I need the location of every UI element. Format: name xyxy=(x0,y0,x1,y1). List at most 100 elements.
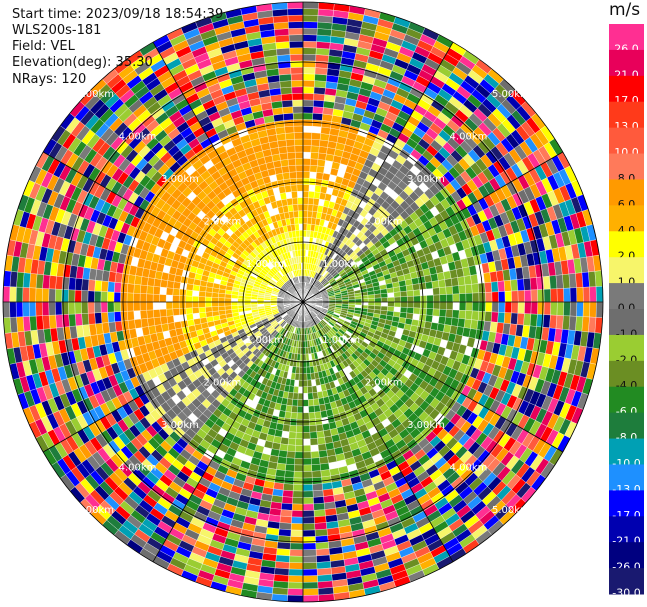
gate-cell xyxy=(465,301,473,312)
gate-cell xyxy=(41,288,50,303)
gate-cell xyxy=(394,296,401,303)
gate-cell xyxy=(316,165,325,174)
gate-cell xyxy=(291,503,304,511)
gate-cell xyxy=(198,296,206,303)
gate-cell xyxy=(211,292,219,298)
gate-cell xyxy=(291,510,304,518)
gate-cell xyxy=(302,347,306,355)
gate-cell xyxy=(472,292,480,303)
gate-cell xyxy=(291,399,299,407)
gate-cell xyxy=(463,275,472,286)
gate-cell xyxy=(471,283,480,294)
gate-cell xyxy=(543,301,551,316)
gate-cell xyxy=(485,291,493,303)
gate-cell xyxy=(319,139,329,148)
gate-cell xyxy=(510,279,519,292)
gate-cell xyxy=(504,290,512,303)
gate-cell xyxy=(297,406,304,414)
gate-cell xyxy=(81,290,89,303)
gate-cell xyxy=(288,568,304,577)
gate-cell xyxy=(308,191,315,199)
gate-cell xyxy=(490,281,499,293)
gate-cell xyxy=(530,301,538,315)
gate-cell xyxy=(29,273,38,289)
gate-cell xyxy=(314,73,328,82)
gate-cell xyxy=(160,279,168,288)
gate-cell xyxy=(542,314,551,329)
gate-cell xyxy=(302,412,310,420)
gate-cell xyxy=(302,80,315,88)
gate-cell xyxy=(311,139,321,147)
gate-cell xyxy=(48,314,57,329)
gate-cell xyxy=(35,287,43,303)
gate-cell xyxy=(550,288,558,303)
gate-cell xyxy=(497,312,506,324)
gate-cell xyxy=(302,86,315,94)
gate-cell xyxy=(302,594,319,603)
gate-cell xyxy=(413,301,421,309)
gate-cell xyxy=(292,497,304,505)
gate-cell xyxy=(314,411,322,419)
gate-cell xyxy=(302,464,313,472)
gate-cell xyxy=(498,301,506,313)
gate-cell xyxy=(302,190,309,198)
gate-cell xyxy=(289,425,297,433)
gate-cell xyxy=(302,210,308,218)
gate-cell xyxy=(288,562,304,570)
gate-cell xyxy=(293,386,299,394)
gate-cell xyxy=(302,184,310,192)
gate-cell xyxy=(354,298,362,303)
gate-cell xyxy=(315,172,324,180)
gate-cell xyxy=(313,86,326,95)
gate-cell xyxy=(302,380,308,387)
gate-cell xyxy=(309,165,318,173)
gate-cell xyxy=(450,277,459,287)
gate-cell xyxy=(302,562,318,570)
gate-cell xyxy=(550,301,558,316)
gate-cell xyxy=(294,445,304,453)
gate-cell xyxy=(313,509,326,518)
gate-cell xyxy=(313,502,325,511)
gate-cell xyxy=(465,292,473,303)
gate-cell xyxy=(302,497,314,505)
gate-cell xyxy=(185,295,193,303)
gate-cell xyxy=(576,301,584,317)
gate-cell xyxy=(316,28,332,37)
gate-cell xyxy=(517,290,525,303)
gate-cell xyxy=(126,310,135,321)
gate-cell xyxy=(435,264,444,274)
gate-cell xyxy=(464,310,473,320)
gate-cell xyxy=(153,316,162,326)
gate-cell xyxy=(179,288,187,297)
gate-cell xyxy=(307,399,315,407)
gate-cell xyxy=(439,309,447,318)
gate-cell xyxy=(205,311,213,318)
gate-cell xyxy=(562,315,571,331)
gate-cell xyxy=(393,291,401,298)
gate-cell xyxy=(452,309,460,319)
gate-cell xyxy=(280,437,289,445)
gate-cell xyxy=(224,297,232,303)
gate-cell xyxy=(302,353,307,361)
gate-cell xyxy=(224,301,232,307)
gate-cell xyxy=(302,67,316,75)
gate-cell xyxy=(172,295,180,303)
gate-cell xyxy=(314,528,328,537)
gate-cell xyxy=(497,280,506,292)
gate-cell xyxy=(563,301,571,317)
gate-cell xyxy=(107,291,115,303)
gate-cell xyxy=(312,489,324,498)
gate-cell xyxy=(302,47,317,55)
gate-cell xyxy=(113,282,122,293)
gate-cell xyxy=(186,313,194,321)
gate-cell xyxy=(278,410,286,419)
gate-cell xyxy=(42,315,51,330)
gate-cell xyxy=(186,283,194,291)
gate-cell xyxy=(302,230,307,238)
gate-cell xyxy=(178,301,186,309)
gate-cell xyxy=(302,471,313,479)
gate-cell xyxy=(290,412,298,420)
gate-cell xyxy=(581,316,590,333)
gate-cell xyxy=(15,286,24,303)
gate-cell xyxy=(589,301,597,318)
